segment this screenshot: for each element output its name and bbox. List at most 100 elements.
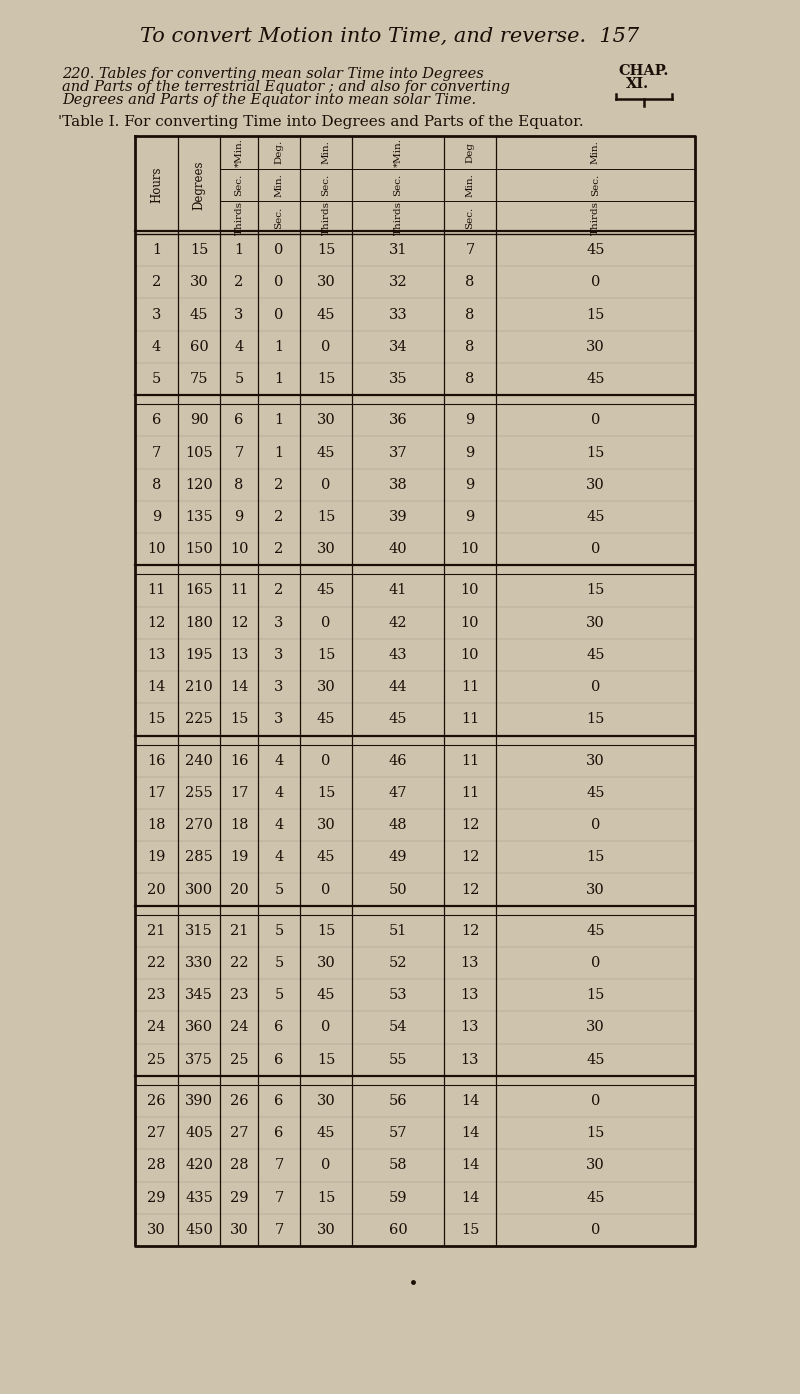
Text: 30: 30 <box>147 1223 166 1236</box>
Text: Thirds: Thirds <box>394 201 402 234</box>
Text: 1: 1 <box>152 243 161 256</box>
Text: 4: 4 <box>152 340 161 354</box>
Text: 30: 30 <box>586 340 605 354</box>
Text: 58: 58 <box>389 1158 407 1172</box>
Text: 18: 18 <box>147 818 166 832</box>
Text: 44: 44 <box>389 680 407 694</box>
Text: 12: 12 <box>461 924 479 938</box>
Text: 1: 1 <box>274 413 283 428</box>
Text: 6: 6 <box>274 1052 284 1066</box>
Text: 5: 5 <box>152 372 161 386</box>
Text: 20: 20 <box>230 882 248 896</box>
Text: 15: 15 <box>317 924 335 938</box>
Text: 3: 3 <box>274 712 284 726</box>
Text: 6: 6 <box>234 413 244 428</box>
Text: 30: 30 <box>586 882 605 896</box>
Text: 21: 21 <box>147 924 166 938</box>
Text: 8: 8 <box>152 478 161 492</box>
Text: 0: 0 <box>322 754 330 768</box>
Text: 45: 45 <box>317 446 335 460</box>
Text: Sec.: Sec. <box>274 206 283 229</box>
Text: 420: 420 <box>185 1158 213 1172</box>
Text: 30: 30 <box>586 754 605 768</box>
Text: 45: 45 <box>317 1126 335 1140</box>
Text: 1: 1 <box>274 340 283 354</box>
Text: 40: 40 <box>389 542 407 556</box>
Text: 2: 2 <box>152 276 161 290</box>
Text: 48: 48 <box>389 818 407 832</box>
Text: 1: 1 <box>274 446 283 460</box>
Text: 22: 22 <box>147 956 166 970</box>
Text: Sec.: Sec. <box>234 174 243 197</box>
Text: 30: 30 <box>586 1158 605 1172</box>
Text: 15: 15 <box>317 1190 335 1204</box>
Text: Thirds: Thirds <box>234 201 243 234</box>
Text: 15: 15 <box>230 712 248 726</box>
Text: 16: 16 <box>230 754 248 768</box>
Text: 7: 7 <box>466 243 474 256</box>
Text: 10: 10 <box>461 542 479 556</box>
Text: 50: 50 <box>389 882 407 896</box>
Text: 15: 15 <box>461 1223 479 1236</box>
Text: *Min.: *Min. <box>394 138 402 167</box>
Text: 13: 13 <box>461 1052 479 1066</box>
Text: 45: 45 <box>586 510 605 524</box>
Text: 11: 11 <box>461 712 479 726</box>
Text: 30: 30 <box>317 818 335 832</box>
Text: 30: 30 <box>586 616 605 630</box>
Text: 45: 45 <box>586 372 605 386</box>
Text: 0: 0 <box>274 308 284 322</box>
Text: 9: 9 <box>466 478 474 492</box>
Text: 45: 45 <box>317 308 335 322</box>
Text: Min.: Min. <box>591 141 600 164</box>
Text: 0: 0 <box>322 340 330 354</box>
Text: 15: 15 <box>586 446 605 460</box>
Text: 13: 13 <box>461 956 479 970</box>
Text: 15: 15 <box>190 243 208 256</box>
Text: 0: 0 <box>322 616 330 630</box>
Text: 9: 9 <box>234 510 244 524</box>
Text: 45: 45 <box>586 924 605 938</box>
Text: 6: 6 <box>152 413 161 428</box>
Text: 9: 9 <box>466 446 474 460</box>
Text: 5: 5 <box>274 924 284 938</box>
Text: 49: 49 <box>389 850 407 864</box>
Text: 3: 3 <box>274 616 284 630</box>
Text: 0: 0 <box>591 276 600 290</box>
Text: 5: 5 <box>274 956 284 970</box>
Text: 4: 4 <box>274 818 284 832</box>
Text: 29: 29 <box>147 1190 166 1204</box>
Text: 39: 39 <box>389 510 407 524</box>
Text: 2: 2 <box>234 276 244 290</box>
Text: Sec.: Sec. <box>394 174 402 197</box>
Text: 45: 45 <box>586 786 605 800</box>
Text: 9: 9 <box>466 510 474 524</box>
Text: 15: 15 <box>317 648 335 662</box>
Text: 255: 255 <box>185 786 213 800</box>
Text: 7: 7 <box>152 446 161 460</box>
Text: 14: 14 <box>461 1158 479 1172</box>
Text: 6: 6 <box>274 1126 284 1140</box>
Text: 36: 36 <box>389 413 407 428</box>
Text: 0: 0 <box>591 956 600 970</box>
Text: 60: 60 <box>389 1223 407 1236</box>
Text: 45: 45 <box>389 712 407 726</box>
Text: 'Table I. For converting Time into Degrees and Parts of the Equator.: 'Table I. For converting Time into Degre… <box>58 114 584 130</box>
Text: 2: 2 <box>274 478 284 492</box>
Text: 30: 30 <box>317 542 335 556</box>
Text: 3: 3 <box>152 308 161 322</box>
Text: 47: 47 <box>389 786 407 800</box>
Text: 10: 10 <box>147 542 166 556</box>
Text: XI.: XI. <box>626 77 649 91</box>
Text: 12: 12 <box>461 818 479 832</box>
Text: 5: 5 <box>234 372 244 386</box>
Text: 450: 450 <box>185 1223 213 1236</box>
Text: 21: 21 <box>230 924 248 938</box>
Text: 8: 8 <box>466 308 474 322</box>
Text: Min.: Min. <box>466 173 474 197</box>
Text: 315: 315 <box>185 924 213 938</box>
Text: 46: 46 <box>389 754 407 768</box>
Text: 0: 0 <box>322 882 330 896</box>
Text: 60: 60 <box>190 340 208 354</box>
Text: 31: 31 <box>389 243 407 256</box>
